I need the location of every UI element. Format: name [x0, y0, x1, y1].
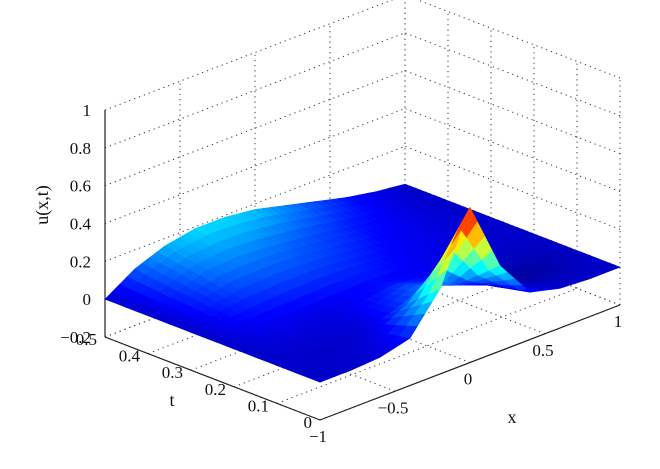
t-tick-label: 0.1 — [248, 396, 269, 415]
z-axis-label: u(x,t) — [32, 185, 53, 225]
z-tick-label: 0.8 — [70, 139, 91, 158]
z-tick-label: 0 — [83, 290, 92, 309]
x-tick-label: 0 — [464, 370, 473, 389]
z-tick-label: 0.2 — [70, 252, 91, 271]
surface — [104, 183, 621, 383]
grid-line — [404, 145, 621, 230]
x-tick-label: −0.5 — [378, 398, 409, 417]
t-tick-label: 0.2 — [205, 380, 226, 399]
grid-line — [104, 32, 406, 149]
x-tick-label: 0.5 — [532, 341, 553, 360]
t-tick-label: 0.3 — [162, 363, 183, 382]
z-tick-label: 0.6 — [70, 177, 91, 196]
grid-line — [404, 108, 621, 192]
t-tick-label: 0 — [304, 413, 313, 432]
t-tick-label: 0.4 — [119, 347, 141, 366]
surface-patch — [600, 262, 621, 271]
z-tick-label: −0.2 — [60, 328, 91, 347]
tick-labels: −0.2 0 0.2 0.4 0.6 0.8 1 0 0.1 0.2 0.3 0.4 0.5 −1 −0.5… — [60, 101, 622, 446]
y-axis-label: t — [169, 390, 174, 410]
grid-line — [416, 0, 621, 79]
x-tick-label: 1 — [614, 312, 623, 331]
x-axis-line — [319, 304, 621, 421]
grid-line — [404, 32, 621, 117]
t-axis-line — [104, 336, 321, 421]
t-tick-label: 0.5 — [76, 330, 97, 349]
x-tick-label: −1 — [309, 427, 327, 446]
grid-line — [404, 70, 621, 155]
z-tick-label: 1 — [83, 101, 92, 120]
x-axis-label: x — [508, 407, 517, 427]
z-tick-label: 0.4 — [70, 215, 92, 234]
